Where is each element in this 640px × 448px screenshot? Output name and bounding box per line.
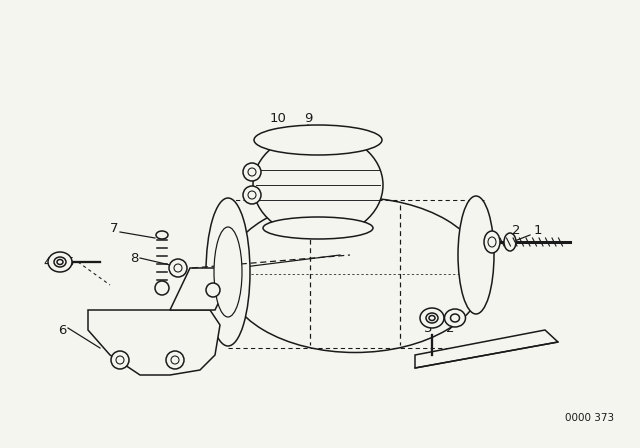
Ellipse shape [429,315,435,320]
Ellipse shape [169,259,187,277]
Ellipse shape [155,281,169,295]
Text: 10: 10 [269,112,287,125]
Polygon shape [88,310,220,375]
Ellipse shape [156,231,168,239]
Ellipse shape [458,196,494,314]
Text: 0000 373: 0000 373 [565,413,614,423]
Ellipse shape [253,133,383,237]
Text: 1: 1 [534,224,542,237]
Ellipse shape [248,168,256,176]
Ellipse shape [54,257,66,267]
Ellipse shape [263,217,373,239]
Text: 7: 7 [109,221,118,234]
Text: 8: 8 [130,251,138,264]
Ellipse shape [174,264,182,272]
Text: 3: 3 [424,322,432,335]
Ellipse shape [111,351,129,369]
Ellipse shape [57,259,63,264]
Polygon shape [415,330,558,368]
Polygon shape [170,268,235,310]
Text: 4: 4 [44,255,52,268]
Text: 2: 2 [445,322,454,335]
Text: 6: 6 [58,323,66,336]
Ellipse shape [166,351,184,369]
Ellipse shape [426,313,438,323]
Ellipse shape [445,309,465,327]
Ellipse shape [504,233,516,251]
Text: 9: 9 [304,112,312,125]
Ellipse shape [243,163,261,181]
Ellipse shape [48,252,72,272]
Ellipse shape [171,356,179,364]
Ellipse shape [116,356,124,364]
Ellipse shape [206,198,250,346]
Ellipse shape [206,283,220,297]
Ellipse shape [225,198,485,353]
Ellipse shape [254,125,382,155]
Ellipse shape [214,227,242,317]
Ellipse shape [243,186,261,204]
Ellipse shape [488,237,496,247]
Ellipse shape [248,191,256,199]
Text: 5: 5 [66,255,74,268]
Ellipse shape [484,231,500,253]
Ellipse shape [420,308,444,328]
Text: 2: 2 [512,224,520,237]
Ellipse shape [451,314,460,322]
